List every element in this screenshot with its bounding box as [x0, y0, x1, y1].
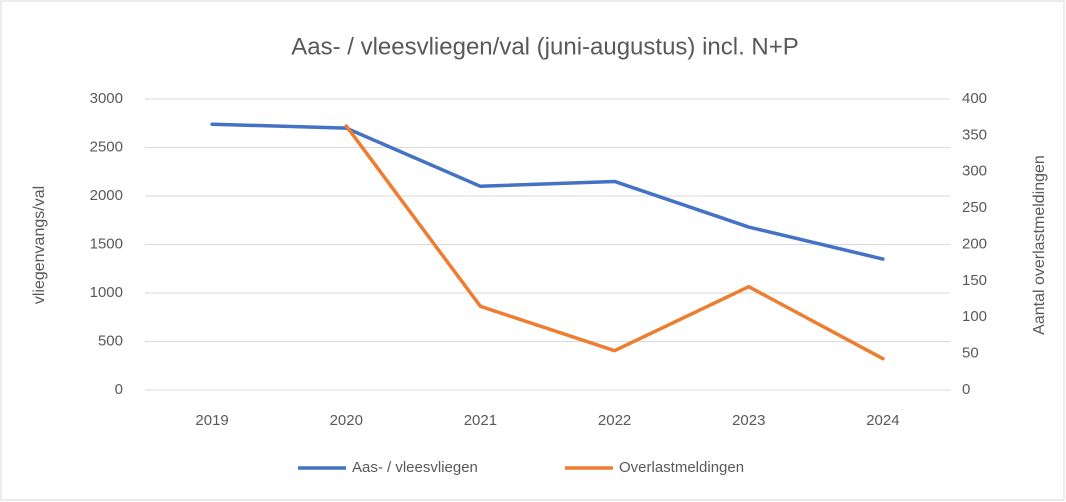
y-tick-label: 500 [98, 332, 123, 349]
legend-label: Overlastmeldingen [619, 459, 744, 476]
series-line [210, 122, 885, 261]
y2-tick-label: 150 [962, 272, 987, 289]
y2-tick-label: 200 [962, 235, 987, 252]
y-tick-label: 2000 [90, 187, 123, 204]
y2-tick-label: 100 [962, 308, 987, 325]
y2-tick-label: 400 [962, 90, 987, 107]
legend-label: Aas- / vleesvliegen [352, 459, 478, 476]
x-tick-label: 2020 [330, 412, 363, 429]
y2-tick-label: 350 [962, 126, 987, 143]
x-tick-label: 2023 [732, 412, 765, 429]
series-line [344, 124, 885, 361]
y2-tick-label: 300 [962, 163, 987, 180]
y2-tick-label: 0 [962, 381, 970, 398]
y-tick-label: 1500 [90, 235, 123, 252]
y-tick-label: 0 [115, 381, 123, 398]
y-tick-label: 1000 [90, 284, 123, 301]
x-tick-label: 2021 [464, 412, 497, 429]
x-tick-label: 2024 [866, 412, 899, 429]
x-tick-label: 2019 [195, 412, 228, 429]
y-tick-label: 3000 [90, 90, 123, 107]
y-axis-title: vliegenvangs/val [31, 186, 48, 304]
y2-tick-label: 250 [962, 199, 987, 216]
y-tick-label: 2500 [90, 138, 123, 155]
y2-axis-title: Aantal overlastmeldingen [1031, 155, 1048, 335]
y2-tick-label: 50 [962, 345, 979, 362]
chart-title: Aas- / vleesvliegen/val (juni-augustus) … [291, 33, 799, 60]
x-tick-label: 2022 [598, 412, 631, 429]
